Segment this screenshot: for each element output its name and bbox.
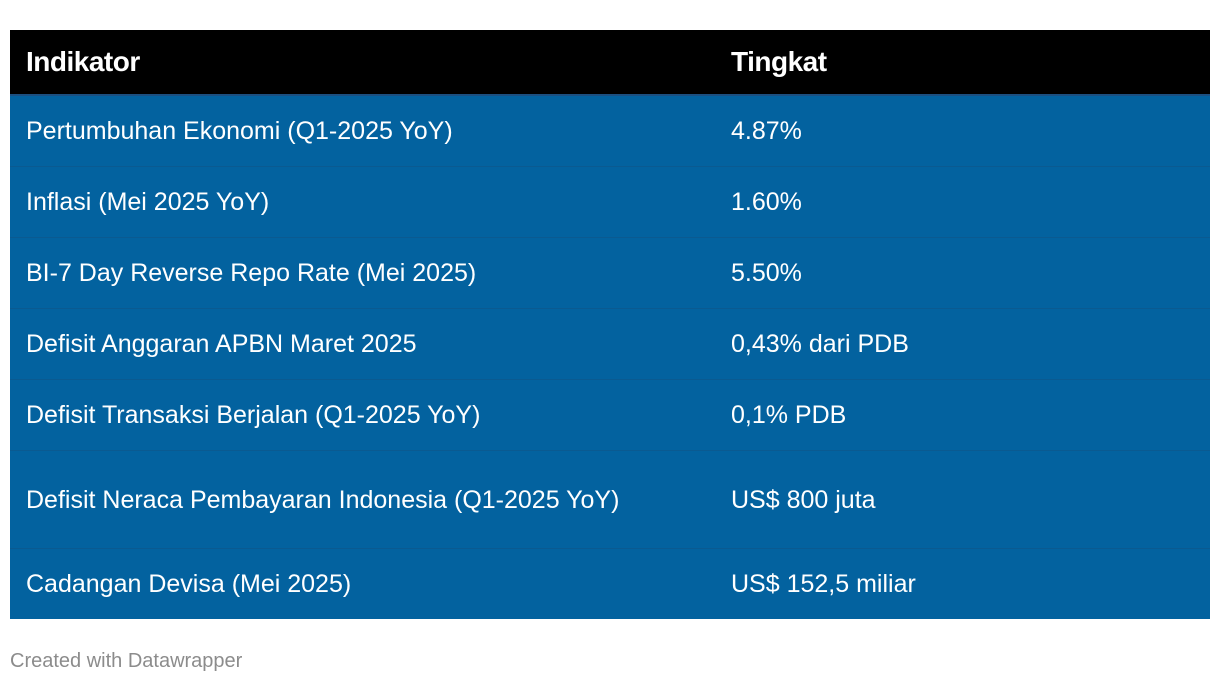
tingkat-cell: 0,43% dari PDB (715, 308, 1210, 380)
tingkat-cell: US$ 800 juta (715, 450, 1210, 549)
table-row: BI-7 Day Reverse Repo Rate (Mei 2025) 5.… (10, 237, 1210, 309)
table-row: Defisit Transaksi Berjalan (Q1-2025 YoY)… (10, 379, 1210, 451)
tingkat-cell: 4.87% (715, 95, 1210, 167)
table-row: Pertumbuhan Ekonomi (Q1-2025 YoY) 4.87% (10, 95, 1210, 167)
data-table-container: Indikator Tingkat Pertumbuhan Ekonomi (Q… (10, 30, 1210, 619)
indikator-cell: Defisit Neraca Pembayaran Indonesia (Q1-… (10, 450, 715, 549)
table-body: Pertumbuhan Ekonomi (Q1-2025 YoY) 4.87% … (10, 95, 1210, 619)
tingkat-cell: 5.50% (715, 237, 1210, 309)
economic-indicators-table: Indikator Tingkat Pertumbuhan Ekonomi (Q… (10, 30, 1210, 619)
indikator-cell: Inflasi (Mei 2025 YoY) (10, 166, 715, 238)
column-header-tingkat[interactable]: Tingkat (715, 30, 1210, 96)
header-row: Indikator Tingkat (10, 30, 1210, 96)
indikator-cell: BI-7 Day Reverse Repo Rate (Mei 2025) (10, 237, 715, 309)
tingkat-cell: 0,1% PDB (715, 379, 1210, 451)
indikator-cell: Defisit Transaksi Berjalan (Q1-2025 YoY) (10, 379, 715, 451)
column-header-indikator[interactable]: Indikator (10, 30, 715, 96)
table-header: Indikator Tingkat (10, 30, 1210, 96)
indikator-cell: Cadangan Devisa (Mei 2025) (10, 548, 715, 619)
table-row: Cadangan Devisa (Mei 2025) US$ 152,5 mil… (10, 548, 1210, 619)
indikator-cell: Defisit Anggaran APBN Maret 2025 (10, 308, 715, 380)
table-row: Inflasi (Mei 2025 YoY) 1.60% (10, 166, 1210, 238)
indikator-cell: Pertumbuhan Ekonomi (Q1-2025 YoY) (10, 95, 715, 167)
tingkat-cell: US$ 152,5 miliar (715, 548, 1210, 619)
table-row: Defisit Neraca Pembayaran Indonesia (Q1-… (10, 450, 1210, 549)
table-row: Defisit Anggaran APBN Maret 2025 0,43% d… (10, 308, 1210, 380)
datawrapper-credit: Created with Datawrapper (10, 650, 243, 672)
tingkat-cell: 1.60% (715, 166, 1210, 238)
